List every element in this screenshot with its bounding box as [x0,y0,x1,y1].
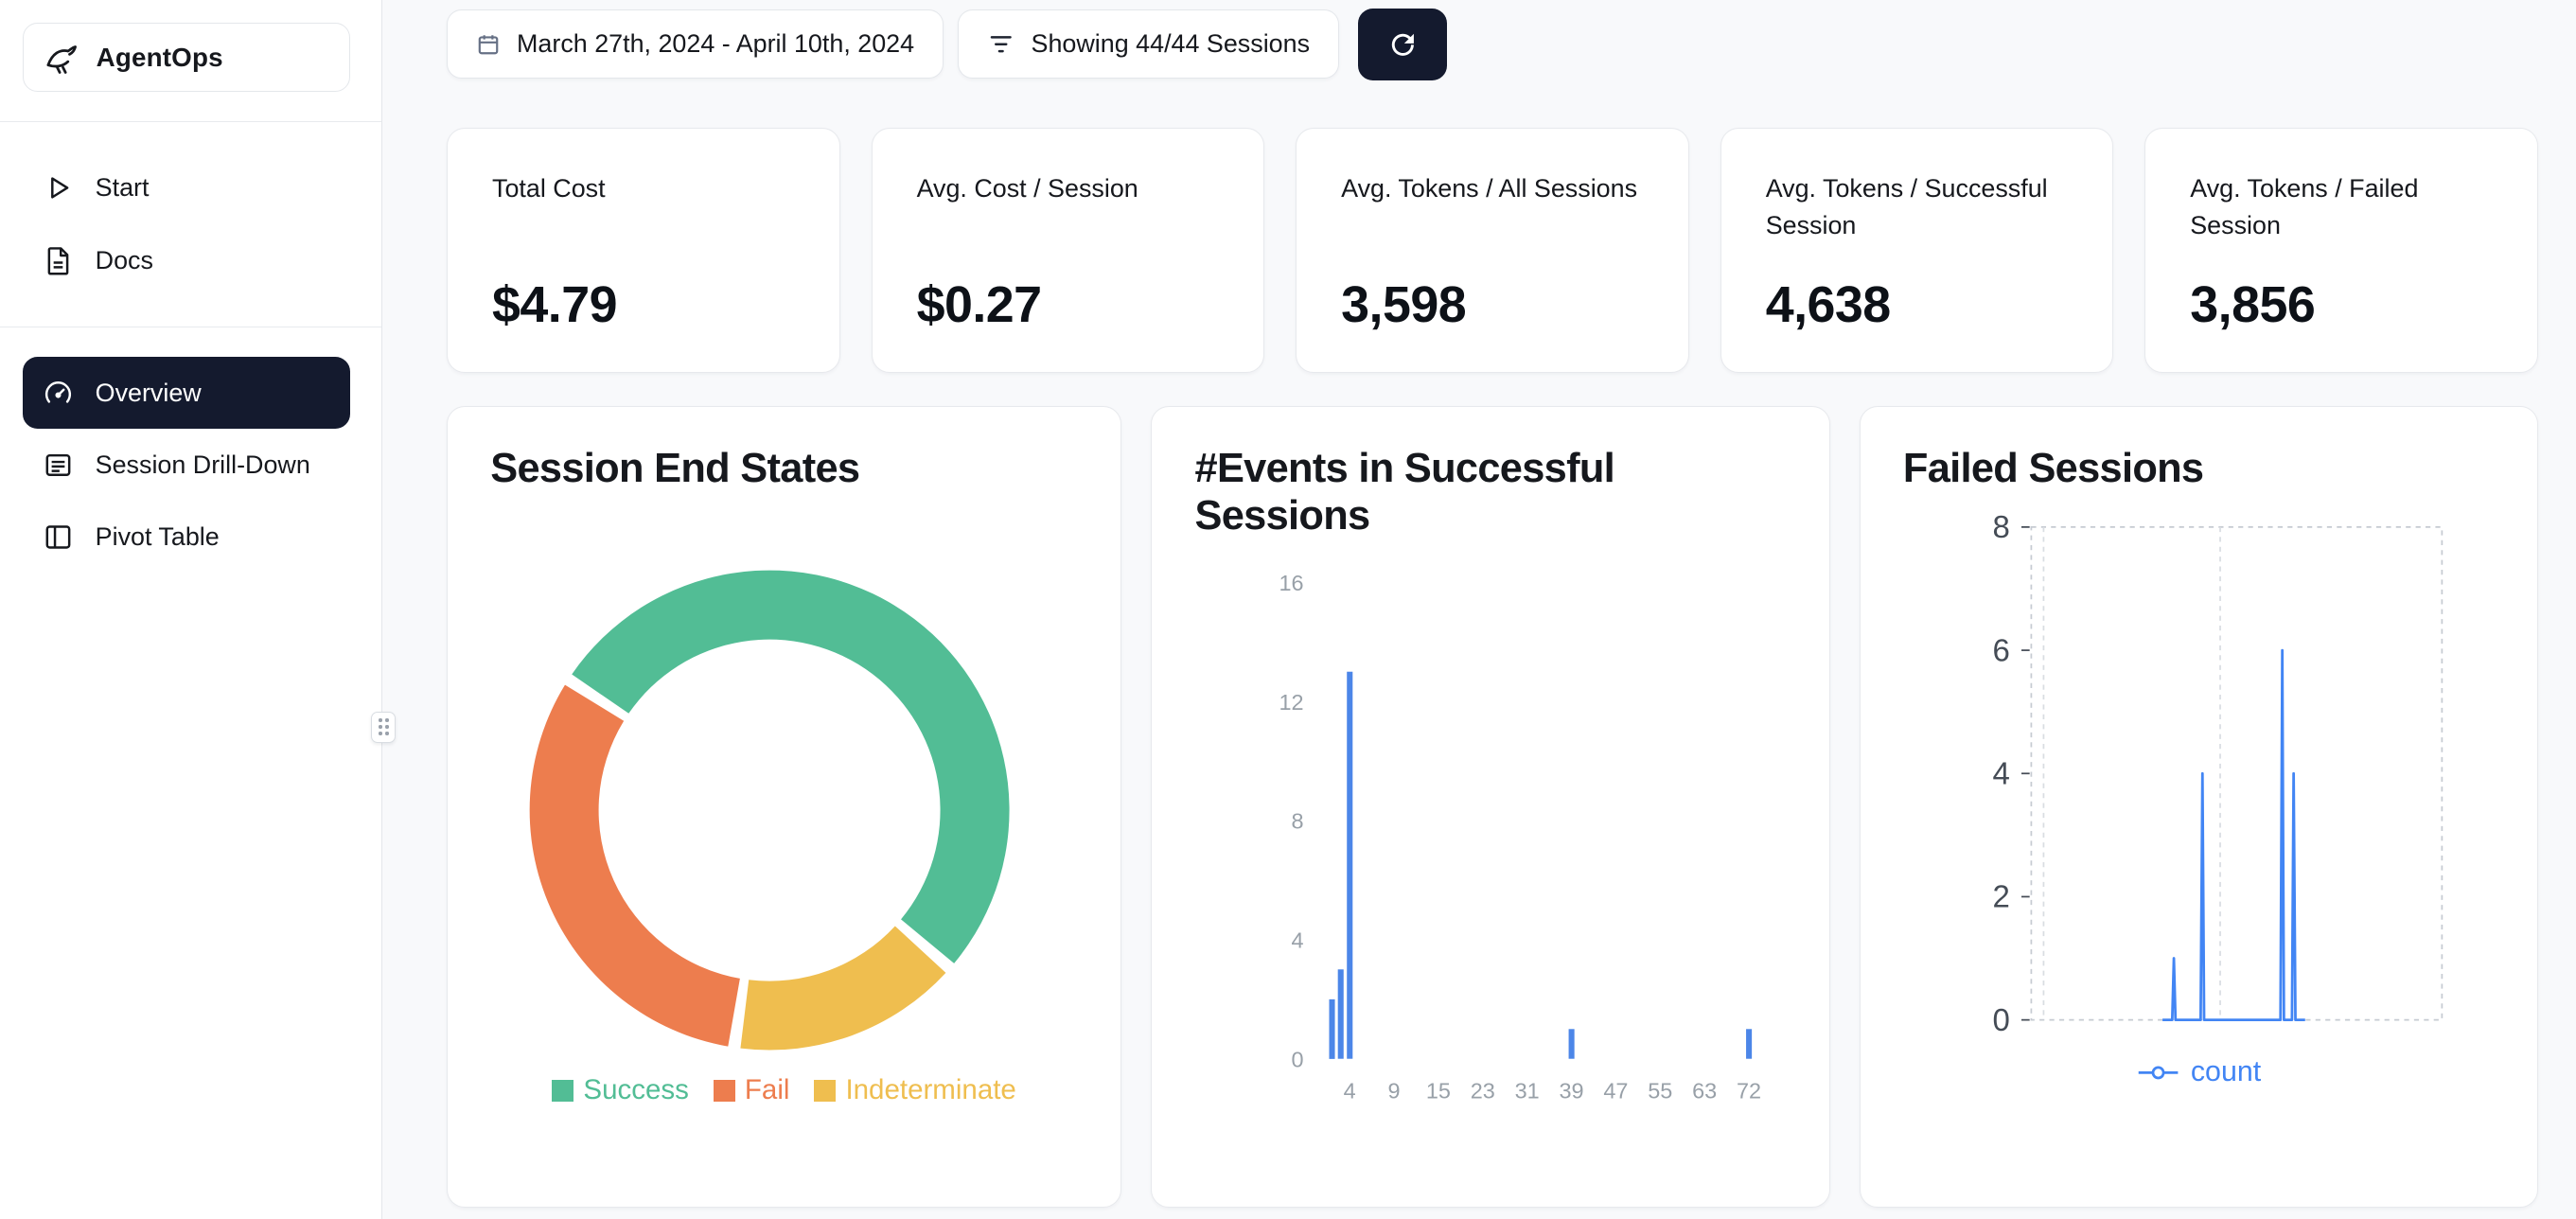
svg-text:55: 55 [1648,1078,1672,1103]
svg-text:4: 4 [1291,928,1303,953]
sidebar-item-label: Docs [95,245,153,274]
line-marker-icon [2137,1063,2179,1083]
legend-label: Indeterminate [845,1074,1016,1106]
stat-value: 3,856 [2190,276,2316,334]
calendar-icon [476,32,501,57]
legend-swatch [552,1080,573,1102]
svg-text:15: 15 [1425,1078,1450,1103]
stat-card-avg-cost-session: Avg. Cost / Session $0.27 [871,128,1265,374]
sidebar-item-pivot-table[interactable]: Pivot Table [23,502,350,574]
stat-value: 3,598 [1341,276,1467,334]
agentops-logo-icon [42,38,81,78]
grip-dots-icon [379,718,389,735]
stat-value: 4,638 [1765,276,1892,334]
stat-label: Avg. Tokens / Successful Session [1765,173,2048,239]
sidebar-item-session-drill-down[interactable]: Session Drill-Down [23,429,350,501]
sidebar-divider [0,121,382,123]
pivot-table-icon [43,521,74,553]
svg-text:72: 72 [1736,1078,1760,1103]
stat-label: Total Cost [492,173,606,203]
sidebar: AgentOps Start Docs [0,0,383,1219]
legend-swatch [713,1080,735,1102]
sidebar-item-label: Session Drill-Down [95,450,310,479]
toolbar: March 27th, 2024 - April 10th, 2024 Show… [447,8,2538,81]
refresh-icon [1386,28,1420,62]
svg-text:4: 4 [1992,756,2009,791]
charts-row: Session End States Success Fail Indeterm… [447,405,2538,1208]
svg-text:2: 2 [1992,879,2009,914]
logo[interactable]: AgentOps [23,23,351,93]
donut-legend-item[interactable]: Fail [713,1074,790,1106]
sessions-filter-label: Showing 44/44 Sessions [1031,29,1311,59]
stat-label: Avg. Tokens / All Sessions [1341,173,1638,203]
sidebar-nav-top: Start Docs [0,152,381,297]
donut-legend-item[interactable]: Success [552,1074,689,1106]
legend-label: Success [583,1074,689,1106]
failed-sessions-legend[interactable]: count [1903,1056,2495,1088]
svg-text:31: 31 [1514,1078,1539,1103]
svg-text:16: 16 [1279,571,1303,595]
filter-icon [987,30,1015,59]
sidebar-nav-main: Overview Session Drill-Down Pivot Table [0,356,381,574]
failed-sessions-card: Failed Sessions 0 2 4 6 8 count [1859,405,2538,1208]
session-end-states-card: Session End States Success Fail Indeterm… [447,405,1122,1208]
events-histogram-card: #Events in Successful Sessions 0 4 8 12 16 4 9… [1151,405,1830,1208]
chart-title: Session End States [490,446,860,492]
stat-label: Avg. Tokens / Failed Session [2190,173,2419,239]
stat-card-total-cost: Total Cost $4.79 [447,128,840,374]
svg-text:23: 23 [1470,1078,1494,1103]
donut-legend-item[interactable]: Indeterminate [814,1074,1016,1106]
sidebar-item-label: Start [95,173,150,203]
svg-text:6: 6 [1992,633,2009,668]
play-icon [43,172,74,203]
stat-value: $4.79 [492,276,618,334]
sidebar-item-overview[interactable]: Overview [23,356,351,430]
gauge-icon [43,378,74,409]
stats-row: Total Cost $4.79 Avg. Cost / Session $0.… [447,128,2538,374]
session-list-icon [43,450,74,481]
date-range-button[interactable]: March 27th, 2024 - April 10th, 2024 [447,9,944,80]
svg-text:4: 4 [1343,1078,1355,1103]
sidebar-item-docs[interactable]: Docs [23,224,350,296]
stat-card-avg-tokens-successful: Avg. Tokens / Successful Session 4,638 [1720,128,2114,374]
sessions-filter-button[interactable]: Showing 44/44 Sessions [958,9,1339,80]
legend-label: count [2190,1056,2262,1088]
svg-text:47: 47 [1603,1078,1628,1103]
refresh-button[interactable] [1358,8,1448,81]
sidebar-resize-handle[interactable] [371,711,397,743]
docs-icon [43,245,74,276]
stat-label: Avg. Cost / Session [916,173,1138,203]
stat-card-avg-tokens-failed: Avg. Tokens / Failed Session 3,856 [2144,128,2538,374]
svg-text:0: 0 [1291,1047,1303,1071]
events-bar-chart: 0 4 8 12 16 4 9 15 23 31 39 47 55 63 72 [1279,571,1761,1103]
date-range-label: March 27th, 2024 - April 10th, 2024 [517,29,915,59]
stat-value: $0.27 [916,276,1043,334]
chart-title: #Events in Successful Sessions [1194,446,1615,539]
svg-text:8: 8 [1992,514,2009,544]
stat-card-avg-tokens-all: Avg. Tokens / All Sessions 3,598 [1296,128,1689,374]
sidebar-item-label: Pivot Table [95,522,220,552]
chart-title: Failed Sessions [1902,446,2204,492]
svg-text:0: 0 [1992,1002,2009,1037]
legend-label: Fail [744,1074,790,1106]
svg-text:39: 39 [1559,1078,1583,1103]
sidebar-item-start[interactable]: Start [23,152,350,224]
donut-legend: Success Fail Indeterminate [490,1074,1078,1106]
svg-text:8: 8 [1291,809,1303,834]
main-content: March 27th, 2024 - April 10th, 2024 Show… [382,0,2575,1219]
failed-sessions-chart: 0 2 4 6 8 [1992,514,2444,1037]
legend-swatch [814,1080,837,1102]
session-end-states-donut [529,570,1010,1051]
svg-text:12: 12 [1279,690,1303,715]
logo-text: AgentOps [96,42,223,72]
sidebar-item-label: Overview [95,378,202,407]
svg-text:63: 63 [1692,1078,1717,1103]
svg-text:9: 9 [1387,1078,1400,1103]
